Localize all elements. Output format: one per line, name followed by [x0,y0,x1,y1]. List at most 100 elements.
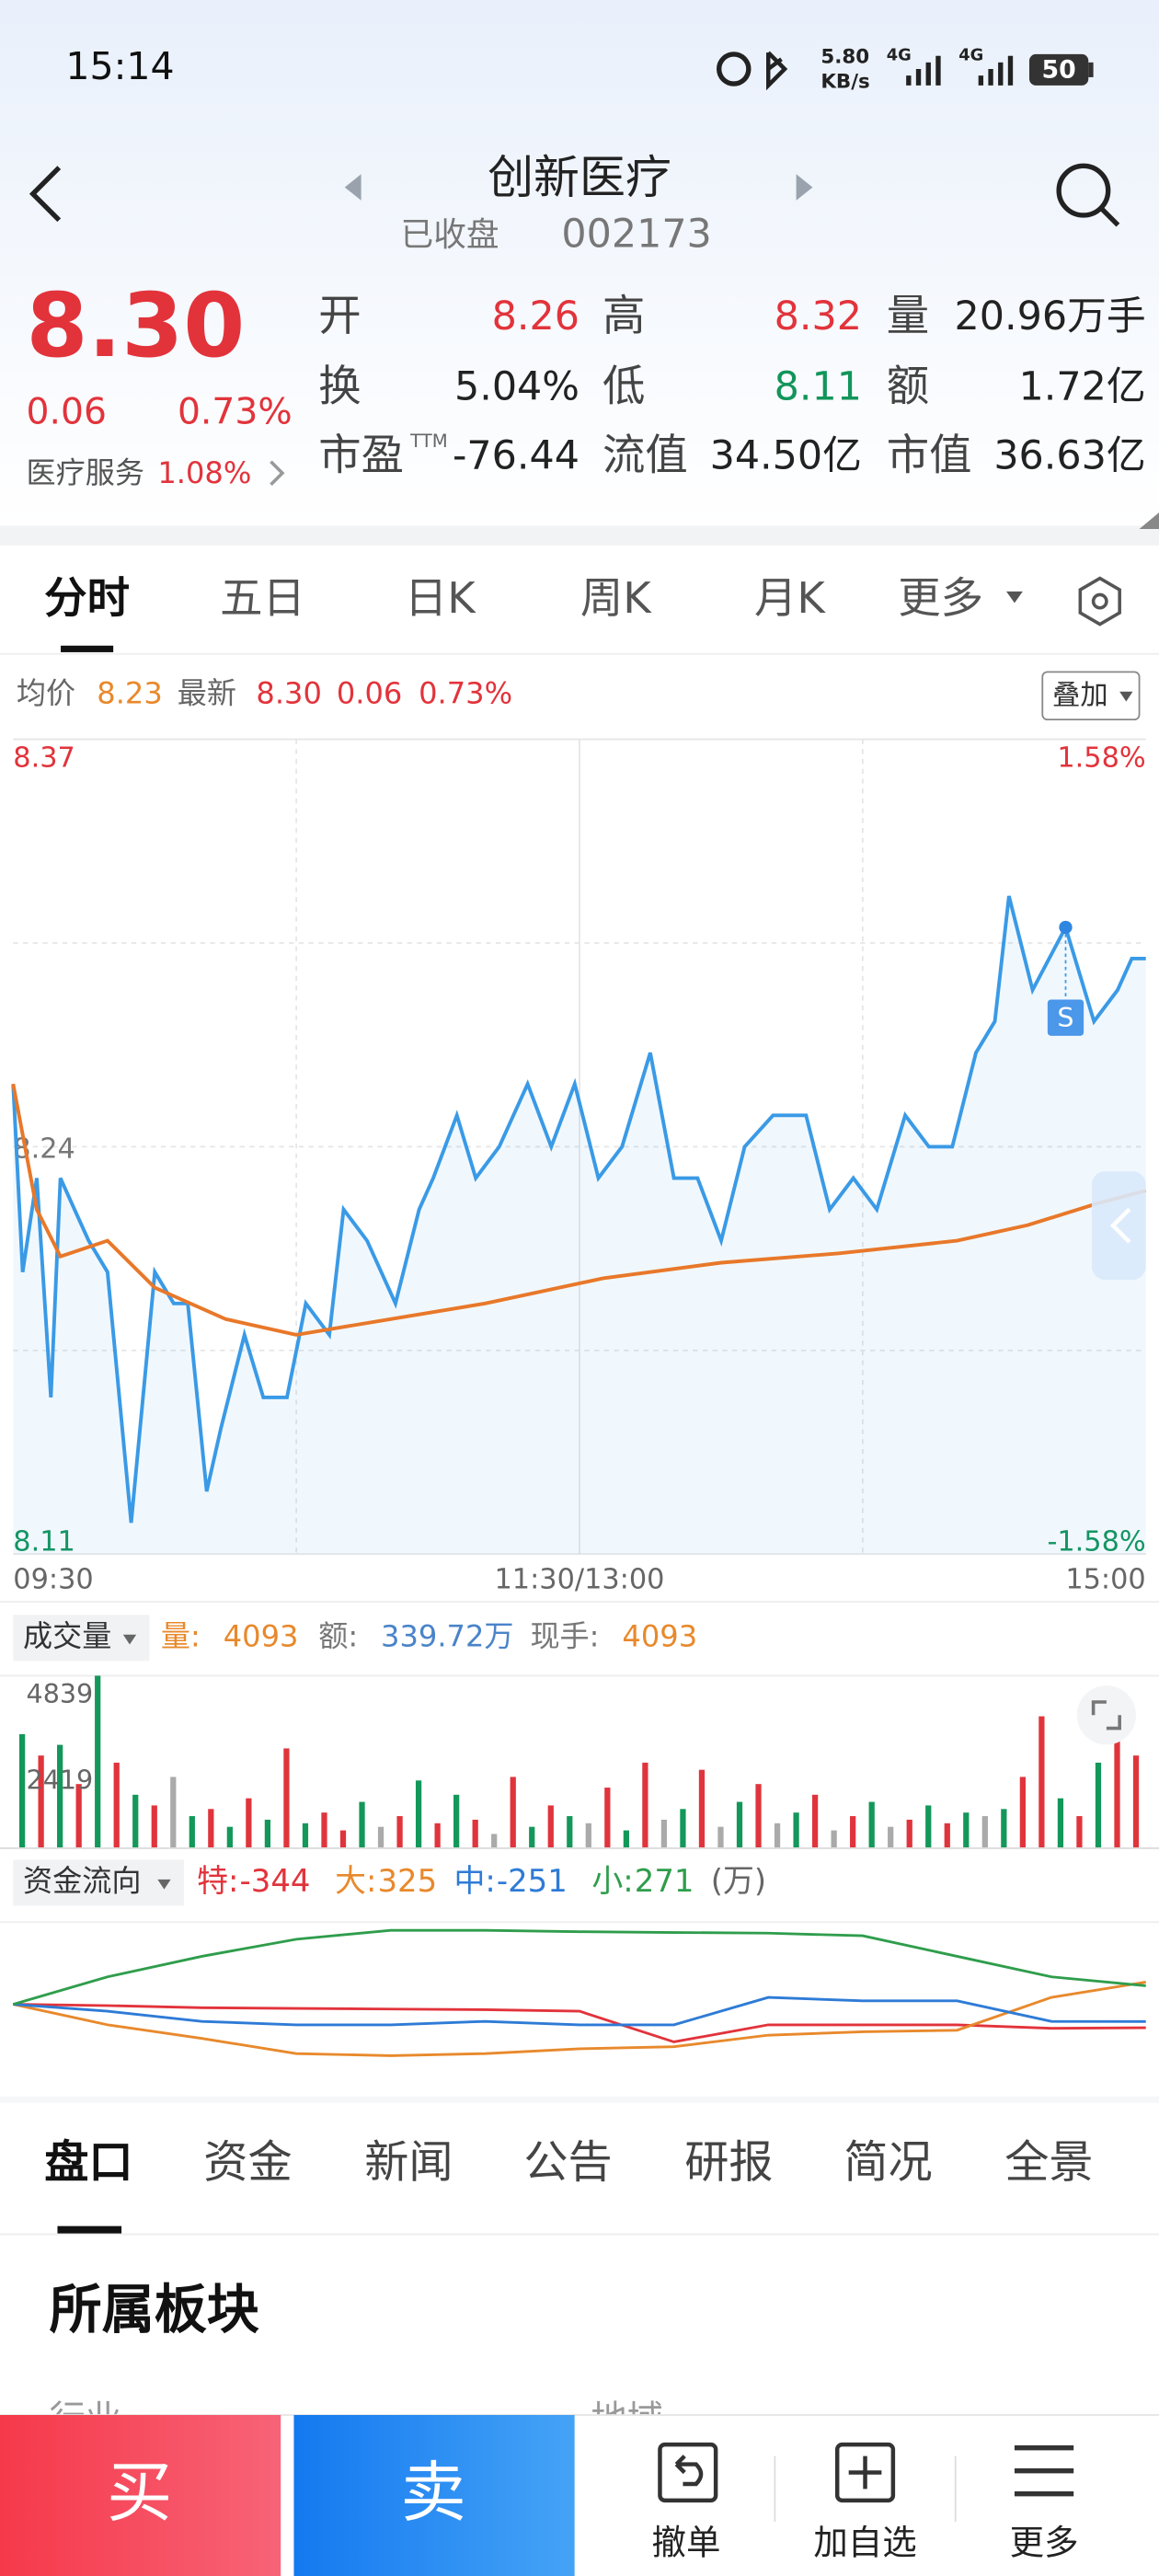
search-button[interactable] [1056,163,1120,227]
legend-value: -251 [497,1863,568,1899]
sector-name[interactable]: 医疗服务 [27,455,144,490]
sector-arrow[interactable] [270,460,285,487]
volume-bar [774,1823,781,1848]
cancel-icon[interactable] [658,2442,718,2503]
stat-label-sup: TTM [409,431,448,452]
watchlist-icon[interactable] [834,2442,896,2503]
chart-tab[interactable]: 周K [580,573,652,623]
flow-line [12,1928,1146,2006]
legend-button-label: 资金流向 [23,1863,141,1898]
legend-label: 大: [335,1863,376,1899]
chart-tab[interactable]: 日K [405,573,476,623]
dropdown-arrow [1119,691,1133,702]
y-tick-label: 2419 [27,1765,94,1796]
volume-bar [567,1816,573,1848]
volume-bar [18,1733,26,1848]
chart-tab[interactable]: 更多 [898,573,983,623]
chart-tab[interactable]: 分时 [44,573,130,623]
expand-corner[interactable] [1139,512,1159,529]
settings-button[interactable] [1078,576,1121,627]
volume-bar [868,1801,875,1848]
trade-marker-dot [1059,920,1073,935]
volume-bar [170,1777,177,1848]
volume-bar [1132,1755,1140,1848]
side-arrow [1109,1207,1131,1244]
x-tick-label: 11:30/13:00 [495,1563,665,1595]
volume-bar [151,1805,157,1848]
volume-bar [963,1812,970,1848]
price-line [11,895,1146,1524]
volume-bar [510,1777,516,1848]
detail-tab[interactable]: 简况 [843,2137,932,2189]
volume-bar [321,1812,327,1848]
latest-price: 8.30 [256,675,322,710]
volume-bar [906,1819,912,1848]
section-title: 所属板块 [50,2280,259,2340]
battery-level: 50 [1042,55,1076,84]
flow-line [13,2003,1146,2043]
detail-tab[interactable]: 全景 [1004,2137,1093,2189]
action-label[interactable]: 更多 [1010,2523,1079,2563]
volume-bar [491,1834,498,1848]
legend-button[interactable] [13,1859,184,1906]
volume-bar [831,1830,837,1848]
volume-bar [660,1819,668,1848]
stat-value: 8.32 [775,293,862,339]
volume-bar [642,1762,648,1848]
volume-bar [1057,1798,1064,1848]
overlay-label: 叠加 [1052,680,1108,712]
volume-bar [453,1794,460,1848]
price-change: 0.06 [27,391,107,432]
volume-bar [888,1826,894,1848]
market-status: 已收盘 [401,216,499,254]
action-label[interactable]: 加自选 [813,2523,916,2563]
volume-bar [396,1816,403,1848]
fund-flow-chart: 资金流向 特: -344 大: 325 中: -251 小: 271 (万) [0,1859,1159,2057]
stat-value: 36.63亿 [993,433,1145,479]
stat-label: 额 [887,362,929,411]
prev-stock[interactable] [344,174,361,201]
volume-bar [113,1762,120,1848]
legend-button-label: 成交量 [23,1618,111,1653]
trade-marker [1047,999,1084,1036]
stat-value: 8.26 [492,293,580,339]
sell-button[interactable] [293,2415,575,2576]
volume-chart: 成交量 量: 4093 额: 339.72万 现手: 4093 4839 2419 [0,1615,1159,1849]
overlay-button[interactable] [1041,671,1141,721]
dropdown-arrow [122,1634,137,1645]
volume-bar [434,1823,441,1848]
network-type: 4G [958,46,983,65]
chart-tab[interactable]: 月K [754,573,826,623]
detail-tab[interactable]: 新闻 [364,2137,453,2189]
detail-tab[interactable]: 公告 [523,2137,612,2189]
detail-tab[interactable]: 盘口 [44,2137,132,2189]
more-icon[interactable] [1014,2445,1074,2497]
dropdown-arrow [157,1879,171,1890]
buy-button[interactable] [0,2415,281,2576]
volume-info-value: 4093 [622,1618,697,1653]
detail-tab[interactable]: 资金 [203,2137,292,2189]
stock-name: 创新医疗 [488,151,671,204]
battery-tip [1088,62,1094,77]
price-chart: 8.378.248.111.58%-1.58%09:30 11:30/13:00 1… [11,738,1147,1595]
side-collapse[interactable] [1091,1171,1146,1281]
volume-bar [680,1809,686,1848]
net-speed: 5.80 [820,45,869,68]
y-tick-label: 8.37 [13,742,75,774]
back-button[interactable] [29,166,62,223]
stat-label: 量 [887,291,929,340]
action-label[interactable]: 撤单 [652,2523,721,2563]
chart-tab[interactable]: 五日 [220,573,305,623]
network-type: 4G [887,46,912,65]
detail-tab[interactable]: 研报 [684,2137,773,2189]
volume-bar [95,1675,101,1848]
fullscreen-button[interactable] [1076,1685,1137,1745]
volume-bar [1039,1716,1045,1848]
volume-bar [736,1801,743,1848]
legend-value: -344 [240,1863,311,1899]
next-stock[interactable] [796,174,813,201]
volume-bar [1019,1777,1026,1848]
